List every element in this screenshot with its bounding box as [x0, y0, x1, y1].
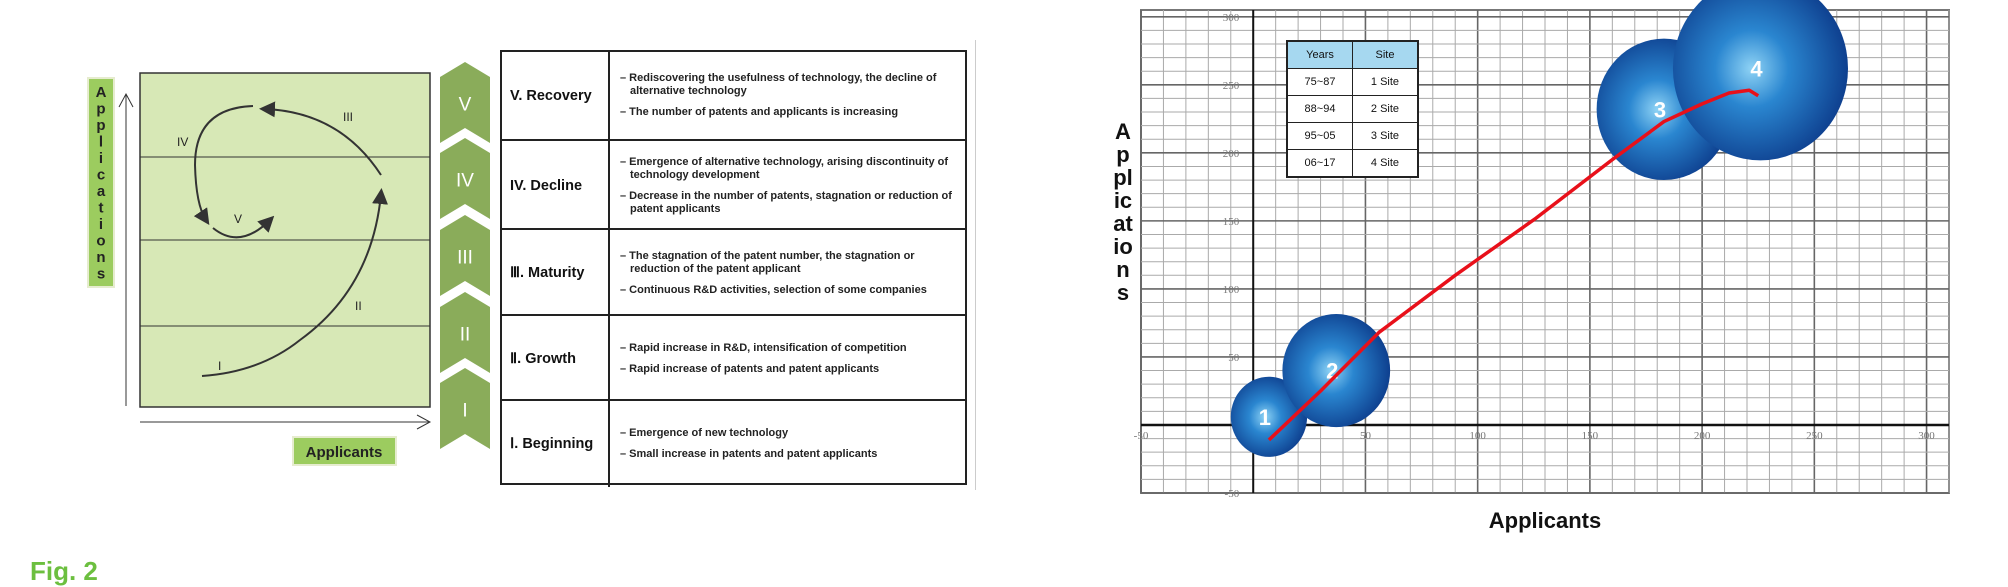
curve-label-i: I: [218, 359, 221, 373]
legend-cell: 1 Site: [1352, 68, 1419, 96]
applications-label-box: [87, 77, 115, 288]
legend-cell: 75~87: [1286, 68, 1353, 96]
stage-description: – Emergence of new technology – Small inc…: [610, 401, 965, 487]
curve-recovery: [212, 215, 275, 239]
stage-description-item: – Rapid increase in R&D, intensification…: [620, 341, 907, 354]
chevron-label: III: [457, 248, 473, 269]
stage-description-item: – Small increase in patents and patent a…: [620, 448, 878, 460]
curve-decline: [193, 105, 254, 225]
bubble-label: 4: [1750, 57, 1763, 82]
years-site-legend: Years Site 75~87 1 Site 88~94 2 Site 95~05 3…: [1286, 40, 1419, 178]
bubble-2: [1282, 313, 1391, 428]
stage-description: – Rapid increase in R&D, intensification…: [610, 316, 965, 401]
y-tick-label: 50: [1228, 352, 1240, 364]
y-tick-label: 300: [1223, 12, 1240, 24]
legend-cell: 2 Site: [1352, 95, 1419, 123]
curve-label-iv: IV: [177, 135, 188, 149]
stage-name: Ⅱ. Growth: [502, 316, 610, 401]
y-tick-label: 150: [1223, 216, 1240, 228]
stage-description-item: – Continuous R&D activities, selection o…: [620, 283, 927, 296]
y-tick-label: -50: [1225, 488, 1240, 500]
legend-cell: 06~17: [1286, 149, 1353, 178]
trend-line: [1267, 88, 1760, 442]
applicants-label: Applicants: [306, 444, 383, 461]
stage-chevron: [440, 368, 490, 449]
stage-description-item: – Rediscovering the usefulness of techno…: [620, 72, 937, 97]
curve-label-iii: III: [343, 110, 353, 124]
stage-name: V. Recovery: [502, 52, 610, 139]
stage-name: Ⅰ. Beginning: [502, 401, 610, 487]
stage-description-item: – Emergence of new technology: [620, 427, 789, 439]
stage-chevron: [440, 62, 490, 143]
x-tick-label: 50: [1360, 430, 1372, 442]
x-tick-label: 150: [1582, 430, 1599, 442]
stages-table: V. Recovery – Rediscovering the usefulnes…: [500, 50, 967, 487]
stage-description-item: – The stagnation of the patent number, t…: [620, 249, 915, 275]
chevron-label: IV: [456, 171, 474, 192]
stage-chevron: [440, 138, 490, 219]
stage-chevron: [440, 292, 490, 373]
stage-description-item: – Decrease in the number of patents, sta…: [620, 189, 952, 215]
stage-description-item: – The number of patents and applicants i…: [620, 106, 899, 118]
stage-description: – Rediscovering the usefulness of techno…: [610, 52, 965, 139]
chevron-label: V: [459, 95, 472, 116]
stage-description-item: – Rapid increase of patents and patent a…: [620, 362, 880, 375]
stage-description: – The stagnation of the patent number, t…: [610, 230, 965, 316]
curve-label-ii: II: [355, 299, 362, 313]
x-axis-arrow: [140, 414, 432, 430]
stage-description: – Emergence of alternative technology, a…: [610, 141, 965, 230]
legend-cell: 3 Site: [1352, 122, 1419, 150]
applicants-label-box: [292, 436, 397, 466]
legend-cell: 95~05: [1286, 122, 1353, 150]
y-axis-arrow: [118, 92, 134, 406]
y-tick-label: 100: [1223, 284, 1240, 296]
stage-row: Ⅰ. Beginning – Emergence of new technolog…: [502, 399, 965, 487]
stage-name: IV. Decline: [502, 141, 610, 230]
x-tick-label: 250: [1806, 430, 1823, 442]
y-axis-label: Applications: [1113, 119, 1133, 305]
curve-growth: [201, 188, 389, 377]
chevron-label: II: [460, 325, 471, 346]
legend-header: Years: [1286, 40, 1353, 69]
stage-name: Ⅲ. Maturity: [502, 230, 610, 316]
bubble-chart: -5050100150200250300300250200150100500-5…: [1134, 0, 1950, 500]
y-tick-label: 250: [1223, 80, 1240, 92]
stage-chevron: [440, 215, 490, 296]
stage-row: V. Recovery – Rediscovering the usefulnes…: [502, 52, 965, 139]
stage-row: IV. Decline – Emergence of alternative te…: [502, 139, 965, 230]
x-axis-label: Applicants: [1488, 508, 1602, 533]
divider: [975, 40, 976, 490]
bubble-label: 3: [1654, 97, 1666, 122]
legend-header: Site: [1352, 40, 1419, 69]
x-tick-label: 100: [1469, 430, 1486, 442]
stage-row: Ⅱ. Growth – Rapid increase in R&D, intens…: [502, 314, 965, 401]
chevron-label: I: [462, 401, 467, 422]
legend-cell: 4 Site: [1352, 149, 1419, 178]
x-tick-label: -50: [1134, 430, 1149, 442]
stage-row: Ⅲ. Maturity – The stagnation of the paten…: [502, 228, 965, 316]
x-tick-label: 200: [1694, 430, 1711, 442]
y-tick-label: 200: [1223, 148, 1240, 160]
bubble-label: 1: [1259, 405, 1271, 430]
x-tick-label: 300: [1918, 430, 1935, 442]
curve-maturity: [259, 101, 382, 176]
bubble-4: [1672, 0, 1848, 161]
bubble-1: [1230, 376, 1308, 457]
stage-description-item: – Emergence of alternative technology, a…: [620, 155, 949, 181]
legend-cell: 88~94: [1286, 95, 1353, 123]
curve-label-v: V: [234, 212, 242, 226]
